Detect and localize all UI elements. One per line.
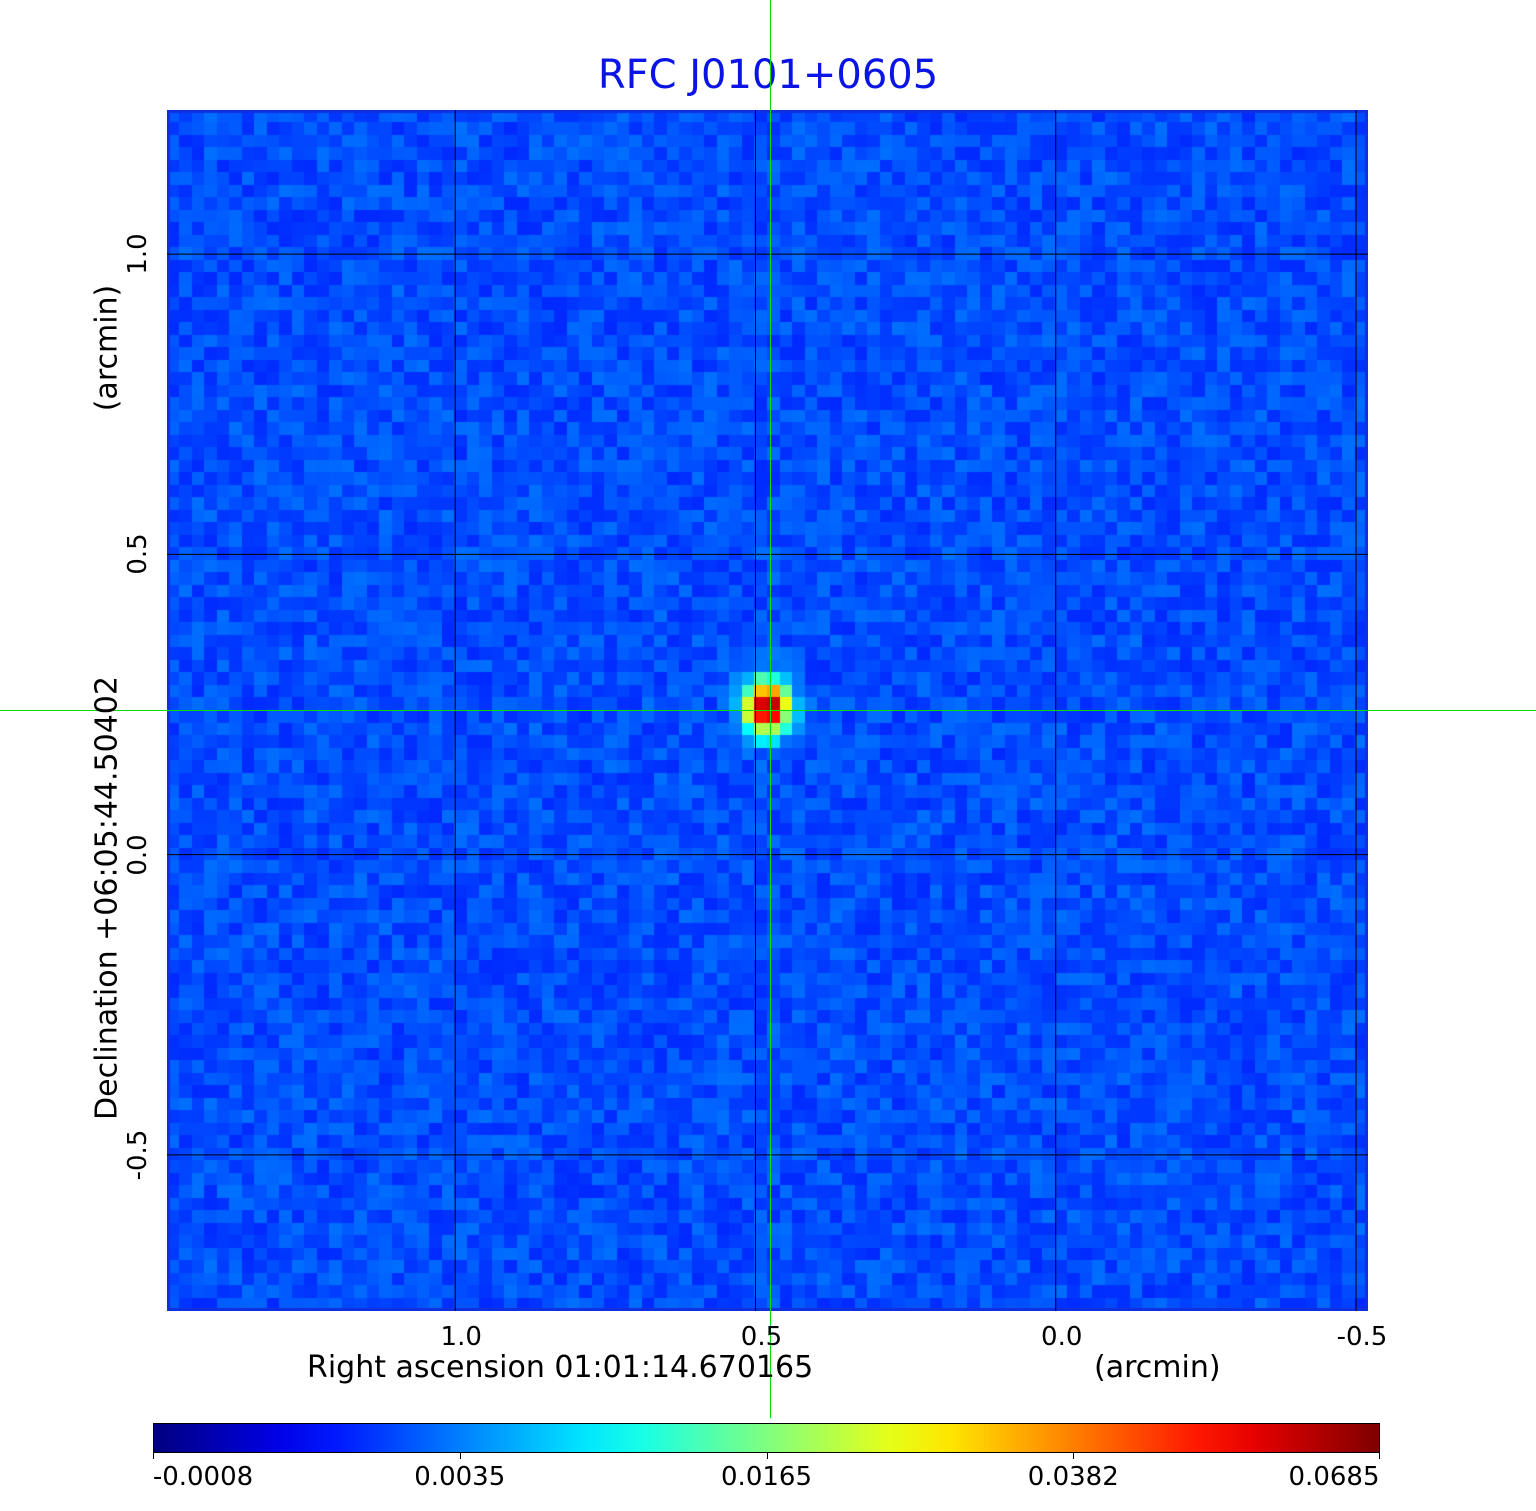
colorbar-tick [1073,1453,1075,1459]
colorbar-tick-label: -0.0008 [152,1462,254,1492]
y-tick-label: -0.5 [123,1129,153,1181]
chart-title: RFC J0101+0605 [597,52,939,98]
colorbar-tick [766,1453,768,1459]
y-tick-label: 0.5 [123,533,153,576]
x-tick-label: 1.0 [440,1322,482,1352]
colorbar-tick-label: 0.0382 [1027,1462,1119,1492]
colorbar-tick [1379,1453,1380,1459]
x-axis-unit: (arcmin) [1094,1350,1221,1385]
colorbar [153,1423,1380,1453]
colorbar-tick [459,1453,461,1459]
colorbar-tick-label: 0.0035 [414,1462,506,1492]
x-tick-label: 0.0 [1041,1322,1083,1352]
y-tick-label: 1.0 [123,233,153,275]
colorbar-tick-label: 0.0165 [721,1462,812,1492]
colorbar-tick-label: 0.0685 [1288,1462,1380,1492]
y-axis-label: Declination +06:05:44.50402 [89,676,125,1120]
x-axis-label: Right ascension 01:01:14.670165 [307,1350,814,1385]
x-tick-label: -0.5 [1336,1322,1388,1352]
y-axis-unit: (arcmin) [89,284,125,412]
radio-image-heatmap[interactable] [167,110,1368,1311]
y-tick-label: 0.0 [123,833,153,876]
x-tick-label: 0.5 [740,1322,783,1352]
colorbar-tick [153,1453,154,1459]
